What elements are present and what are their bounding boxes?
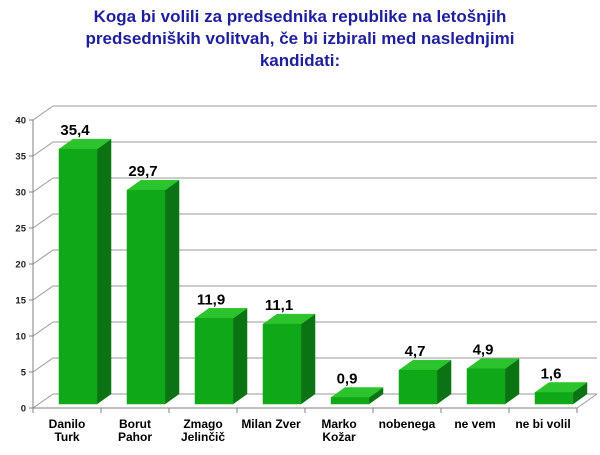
bar-value-label: 35,4 — [60, 122, 90, 139]
gridline — [32, 249, 597, 265]
bar-borut-pahor — [126, 189, 166, 405]
y-axis-tick-label: 25 — [15, 224, 26, 235]
bar-value-label: 29,7 — [128, 163, 157, 180]
bar-milan-zver-side — [300, 313, 316, 405]
gridline — [32, 213, 597, 229]
gridline — [32, 357, 597, 373]
bar-danilo-turk — [58, 148, 98, 405]
bar-chart: 0 5 10 15 20 25 30 35 40 35,4 Danilo Turk 29,7 Borut P… — [0, 100, 600, 450]
y-axis-tick-label: 10 — [15, 332, 26, 343]
bar-zmago-jelin-i- — [194, 318, 234, 405]
bar-danilo-turk-side — [96, 138, 112, 405]
category-label: Borut — [119, 417, 151, 431]
y-axis-tick-label: 20 — [15, 260, 26, 271]
bar-value-label: 11,9 — [197, 291, 225, 308]
bar-milan-zver — [262, 323, 302, 405]
gridline — [32, 177, 597, 193]
bar-borut-pahor-side — [164, 179, 180, 405]
bar-marko-ko-ar — [330, 397, 370, 405]
category-label: ne vem — [454, 417, 495, 431]
y-axis-tick-label: 0 — [21, 404, 26, 415]
y-axis-tick-label: 30 — [15, 188, 26, 199]
bar-value-label: 4,7 — [405, 343, 426, 360]
category-label: ne bi volil — [515, 417, 570, 431]
gridline — [32, 141, 597, 157]
category-label: Pahor — [118, 430, 152, 444]
y-axis-tick-label: 5 — [21, 368, 27, 379]
category-label: Marko — [321, 417, 356, 431]
bar-ne-bi-volil — [534, 392, 574, 405]
y-axis-tick-label: 15 — [15, 296, 26, 307]
bar-zmago-jelin-i--side — [232, 307, 248, 405]
category-label: Turk — [54, 430, 79, 444]
category-label: Milan Zver — [241, 417, 301, 431]
category-label: Zmago — [183, 417, 222, 431]
floor-right-edge — [576, 393, 598, 409]
category-label: Jelinčič — [181, 430, 225, 444]
gridline — [32, 285, 597, 301]
y-axis-tick-label: 40 — [15, 116, 26, 127]
bar-nobenega — [398, 369, 438, 405]
bar-ne-vem — [466, 368, 506, 405]
category-label: nobenega — [379, 417, 436, 431]
category-label: Kožar — [322, 430, 356, 444]
y-axis-tick-label: 35 — [15, 152, 26, 163]
bar-value-label: 11,1 — [265, 297, 293, 314]
chart-title: Koga bi volili za predsednika republike … — [85, 7, 515, 70]
gridline — [32, 105, 597, 121]
gridline — [32, 321, 597, 337]
bar-value-label: 0,9 — [337, 371, 358, 388]
bar-value-label: 4,9 — [473, 342, 494, 359]
category-label: Danilo — [49, 417, 86, 431]
bar-value-label: 1,6 — [541, 365, 562, 382]
